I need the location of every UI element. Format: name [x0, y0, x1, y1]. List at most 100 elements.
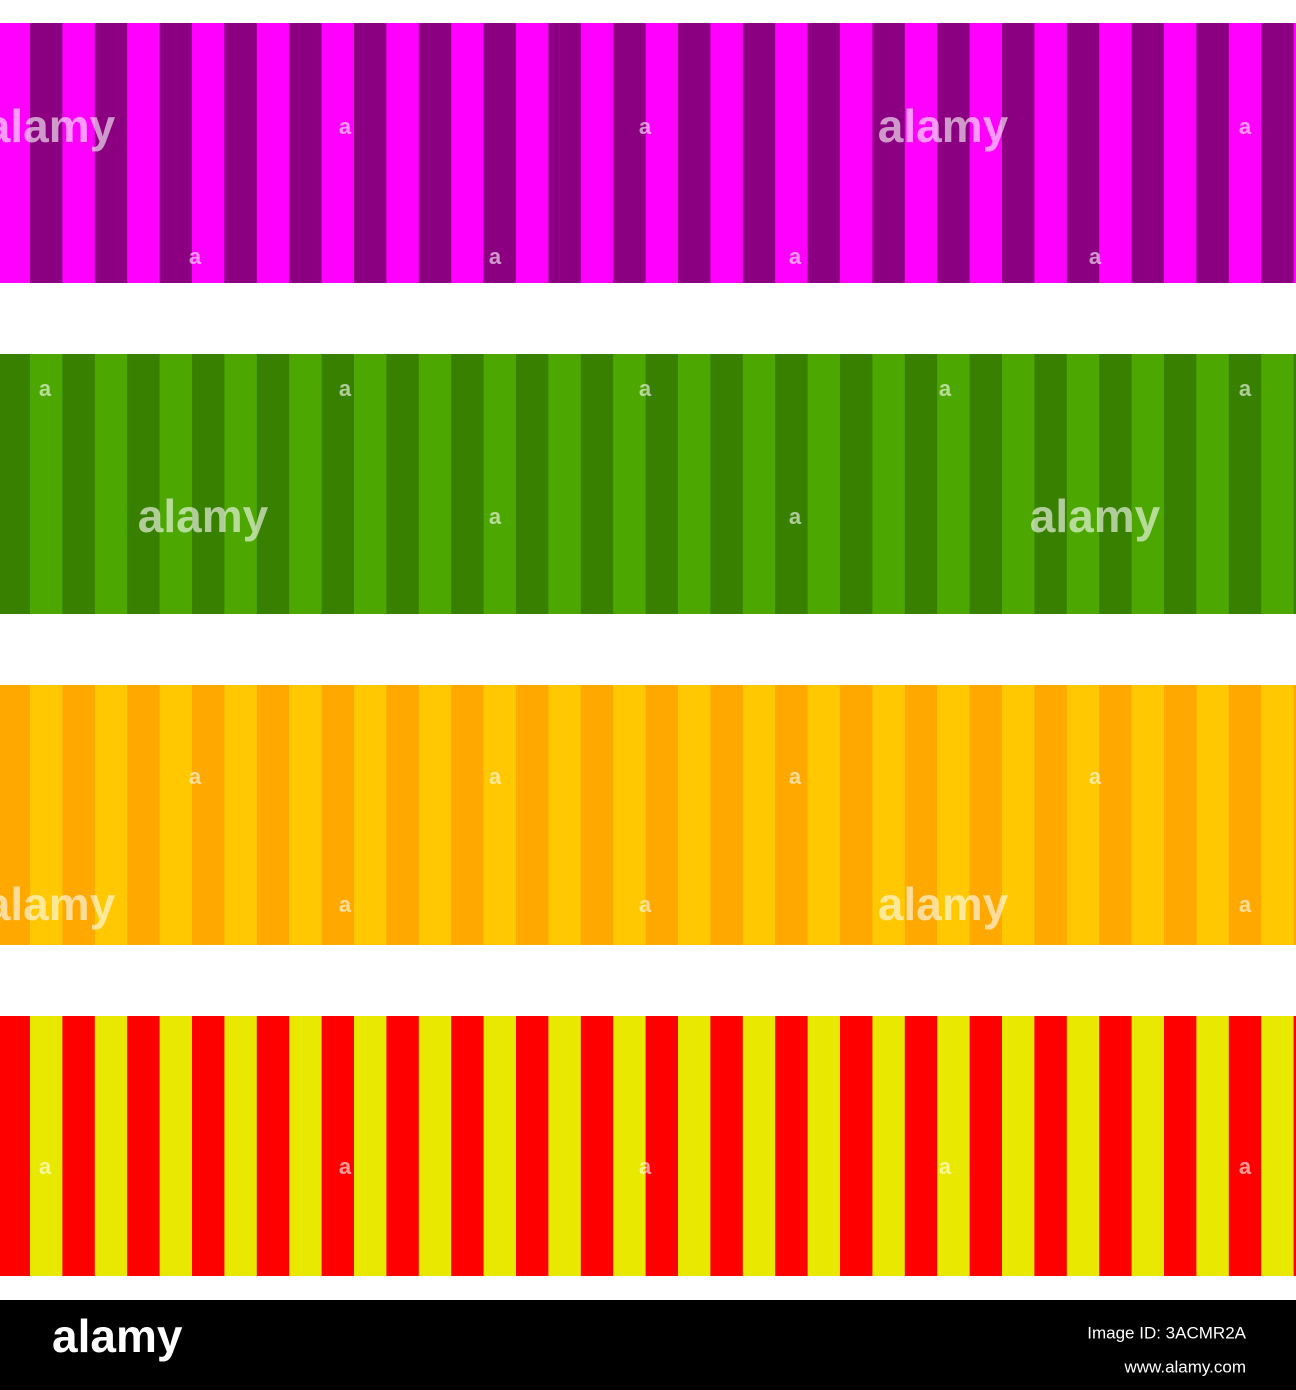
stripe	[807, 685, 841, 945]
stripe	[94, 685, 128, 945]
stripe	[289, 23, 323, 283]
stripe	[1099, 354, 1133, 614]
stripe	[645, 354, 679, 614]
stripe	[548, 1016, 582, 1276]
stripe	[418, 685, 452, 945]
stripe	[775, 23, 809, 283]
stripe	[516, 685, 549, 945]
stripe	[127, 354, 161, 614]
stripe	[289, 685, 323, 945]
watermark-logo: alamy	[1030, 490, 1161, 542]
stripe	[1034, 685, 1068, 945]
stripe	[969, 23, 1003, 283]
watermark-mark: a	[639, 1154, 652, 1179]
stripe	[192, 1016, 225, 1276]
stripe	[62, 354, 96, 614]
stripe	[1066, 1016, 1100, 1276]
stripe	[548, 685, 582, 945]
stripe	[354, 1016, 387, 1276]
stripe	[192, 23, 225, 283]
stripe	[904, 23, 938, 283]
stripe	[775, 1016, 809, 1276]
footer-logo: alamy	[52, 1310, 183, 1362]
stripe	[418, 1016, 452, 1276]
footer-bar	[0, 1300, 1296, 1390]
stripe	[904, 354, 938, 614]
stripe	[159, 685, 193, 945]
stripe	[1196, 1016, 1230, 1276]
stripe	[451, 685, 485, 945]
stripe	[224, 354, 258, 614]
stripe	[30, 23, 63, 283]
stripe	[386, 23, 420, 283]
stripe	[94, 354, 128, 614]
watermark-mark: a	[939, 376, 952, 401]
watermark-mark: a	[639, 892, 652, 917]
stripe	[1066, 23, 1100, 283]
stripe	[872, 1016, 906, 1276]
stripe	[1131, 354, 1165, 614]
stripe	[30, 354, 63, 614]
stripe	[354, 685, 387, 945]
stripe	[969, 354, 1003, 614]
stripe	[1099, 685, 1133, 945]
stripe	[62, 23, 96, 283]
watermark-mark: a	[1089, 244, 1102, 269]
stripe	[483, 685, 517, 945]
stripe	[1228, 354, 1262, 614]
watermark-logo: alamy	[0, 100, 116, 152]
watermark-mark: a	[789, 244, 802, 269]
stripe	[678, 354, 711, 614]
stripe	[256, 1016, 290, 1276]
stripe	[1066, 685, 1100, 945]
stripe	[483, 1016, 517, 1276]
stripe	[451, 1016, 485, 1276]
watermark-logo: alamy	[138, 490, 269, 542]
stripe	[1131, 23, 1165, 283]
stripe	[127, 23, 161, 283]
stripe	[516, 1016, 549, 1276]
stripe	[548, 354, 582, 614]
stripe	[613, 23, 647, 283]
stripe	[645, 23, 679, 283]
stripe	[224, 1016, 258, 1276]
stripe	[94, 23, 128, 283]
watermark-mark: a	[489, 504, 502, 529]
stripe	[548, 23, 582, 283]
stripe	[451, 354, 485, 614]
watermark-mark: a	[639, 376, 652, 401]
watermark-mark: a	[1239, 1154, 1252, 1179]
stripe	[386, 354, 420, 614]
stripe	[159, 1016, 193, 1276]
stripe	[580, 354, 614, 614]
stripe	[872, 354, 906, 614]
stripe	[418, 354, 452, 614]
watermark-mark: a	[639, 114, 652, 139]
watermark-mark: a	[1239, 376, 1252, 401]
stripe	[775, 685, 809, 945]
stripe	[0, 1016, 31, 1276]
stripe	[969, 1016, 1003, 1276]
stripe	[451, 23, 485, 283]
watermark-mark: a	[789, 504, 802, 529]
stripe	[775, 354, 809, 614]
stripe	[1164, 23, 1197, 283]
stripe	[710, 23, 744, 283]
stripe	[1293, 354, 1296, 614]
stripe	[1196, 23, 1230, 283]
stripe	[386, 685, 420, 945]
stripe	[807, 23, 841, 283]
stripe	[159, 23, 193, 283]
stripe	[1261, 685, 1295, 945]
stripe	[840, 685, 873, 945]
stripe	[30, 1016, 63, 1276]
stripe	[256, 354, 290, 614]
image-id: Image ID: 3ACMR2A	[1087, 1323, 1246, 1342]
stripe	[840, 1016, 873, 1276]
stripe	[645, 685, 679, 945]
stripe	[613, 685, 647, 945]
stripe	[1002, 23, 1035, 283]
watermark-mark: a	[1239, 892, 1252, 917]
stripe	[1261, 1016, 1295, 1276]
